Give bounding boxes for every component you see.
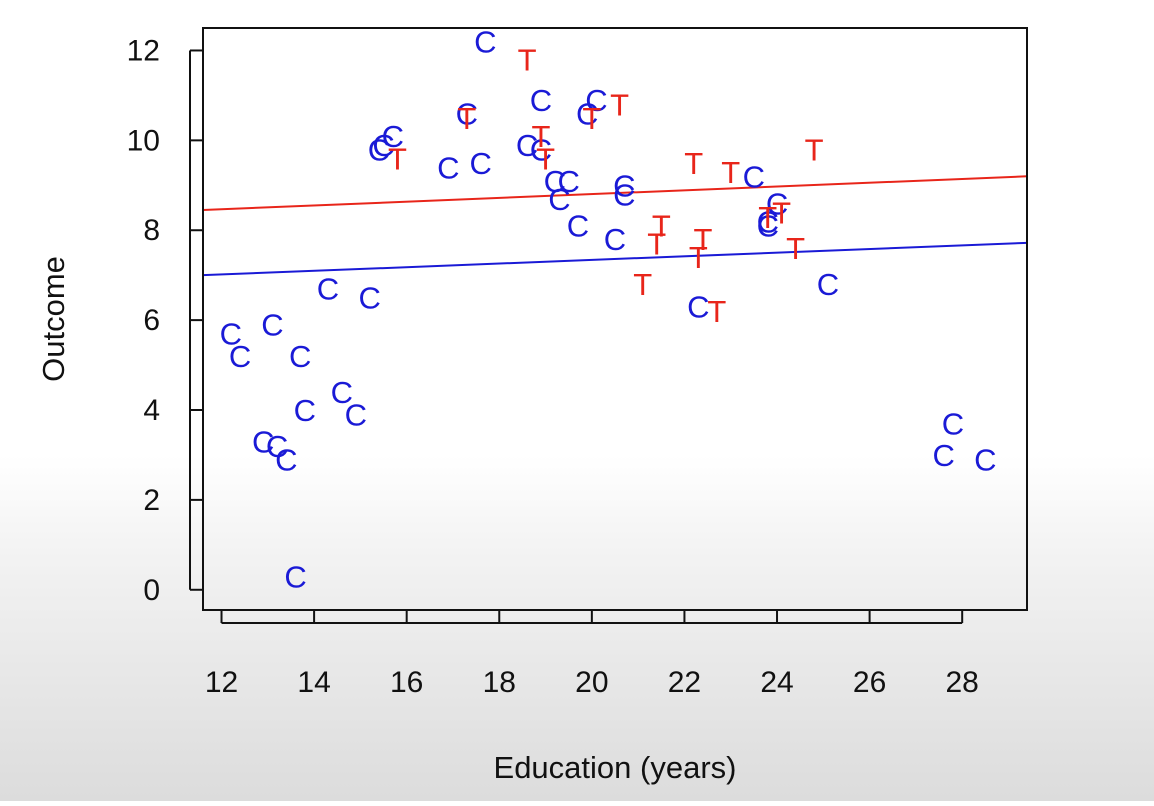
point-t: T	[721, 155, 740, 190]
point-t: T	[772, 195, 791, 230]
point-c: C	[942, 406, 964, 441]
y-tick-label: 6	[143, 304, 160, 337]
y-tick-label: 8	[143, 214, 160, 247]
x-tick-label: 14	[297, 666, 330, 699]
point-c: C	[613, 177, 635, 212]
point-c: C	[567, 209, 589, 244]
point-t: T	[388, 141, 407, 176]
fit-lines	[202, 175, 1028, 277]
point-t: T	[518, 42, 537, 77]
point-t: T	[457, 101, 476, 136]
point-c: C	[437, 150, 459, 185]
point-c: C	[266, 429, 288, 464]
point-c: C	[932, 438, 954, 473]
x-axis-title: Education (years)	[494, 750, 737, 785]
x-tick-label: 28	[946, 666, 979, 699]
point-c: C	[229, 339, 251, 374]
point-c: C	[474, 24, 496, 59]
plot-frame	[202, 27, 1028, 611]
point-c: C	[576, 96, 598, 131]
point-t: T	[633, 267, 652, 302]
x-tick-label: 18	[483, 666, 516, 699]
y-tick-label: 0	[143, 574, 160, 607]
point-t: T	[652, 209, 671, 244]
x-tick-label: 16	[390, 666, 423, 699]
point-c: C	[252, 424, 274, 459]
fit-line-c	[202, 241, 1028, 277]
point-c: C	[687, 290, 709, 325]
point-c: C	[456, 96, 478, 131]
point-c: C	[368, 132, 390, 167]
y-axis-title: Outcome	[36, 256, 71, 382]
point-c: C	[757, 209, 779, 244]
point-c: C	[743, 159, 765, 194]
point-t: T	[786, 231, 805, 266]
point-t: T	[805, 132, 824, 167]
point-c: C	[220, 317, 242, 352]
x-tick-label: 26	[853, 666, 886, 699]
point-c: C	[284, 559, 306, 594]
x-tick-label: 22	[668, 666, 701, 699]
point-c: C	[757, 204, 779, 239]
fit-line-t	[202, 175, 1028, 212]
point-t: T	[707, 294, 726, 329]
point-c: C	[294, 393, 316, 428]
point-c: C	[544, 164, 566, 199]
point-t: T	[536, 141, 555, 176]
y-tick-label: 10	[127, 124, 160, 157]
point-c: C	[382, 119, 404, 154]
point-c: C	[530, 132, 552, 167]
point-t: T	[610, 87, 629, 122]
point-c: C	[516, 128, 538, 163]
point-t: T	[684, 146, 703, 181]
point-c: C	[358, 281, 380, 316]
point-c: C	[613, 168, 635, 203]
point-c: C	[261, 308, 283, 343]
point-c: C	[275, 442, 297, 477]
x-tick-label: 12	[205, 666, 238, 699]
point-c: C	[548, 182, 570, 217]
point-c: C	[604, 222, 626, 257]
point-t: T	[689, 240, 708, 275]
x-tick-label: 24	[760, 666, 793, 699]
point-t: T	[758, 200, 777, 235]
point-c: C	[470, 146, 492, 181]
point-c: C	[289, 339, 311, 374]
point-c: C	[345, 398, 367, 433]
point-t: T	[582, 101, 601, 136]
point-c: C	[530, 83, 552, 118]
point-t: T	[647, 227, 666, 262]
point-c: C	[974, 442, 996, 477]
x-tick-label: 20	[575, 666, 608, 699]
y-tick-label: 4	[143, 394, 160, 427]
point-t: T	[531, 119, 550, 154]
y-tick-label: 2	[143, 484, 160, 517]
point-c: C	[372, 128, 394, 163]
point-c: C	[766, 186, 788, 221]
point-c: C	[317, 272, 339, 307]
y-tick-label: 12	[127, 34, 160, 67]
point-c: C	[585, 83, 607, 118]
point-c: C	[331, 375, 353, 410]
point-c: C	[558, 164, 580, 199]
point-t: T	[693, 222, 712, 257]
point-c: C	[817, 267, 839, 302]
